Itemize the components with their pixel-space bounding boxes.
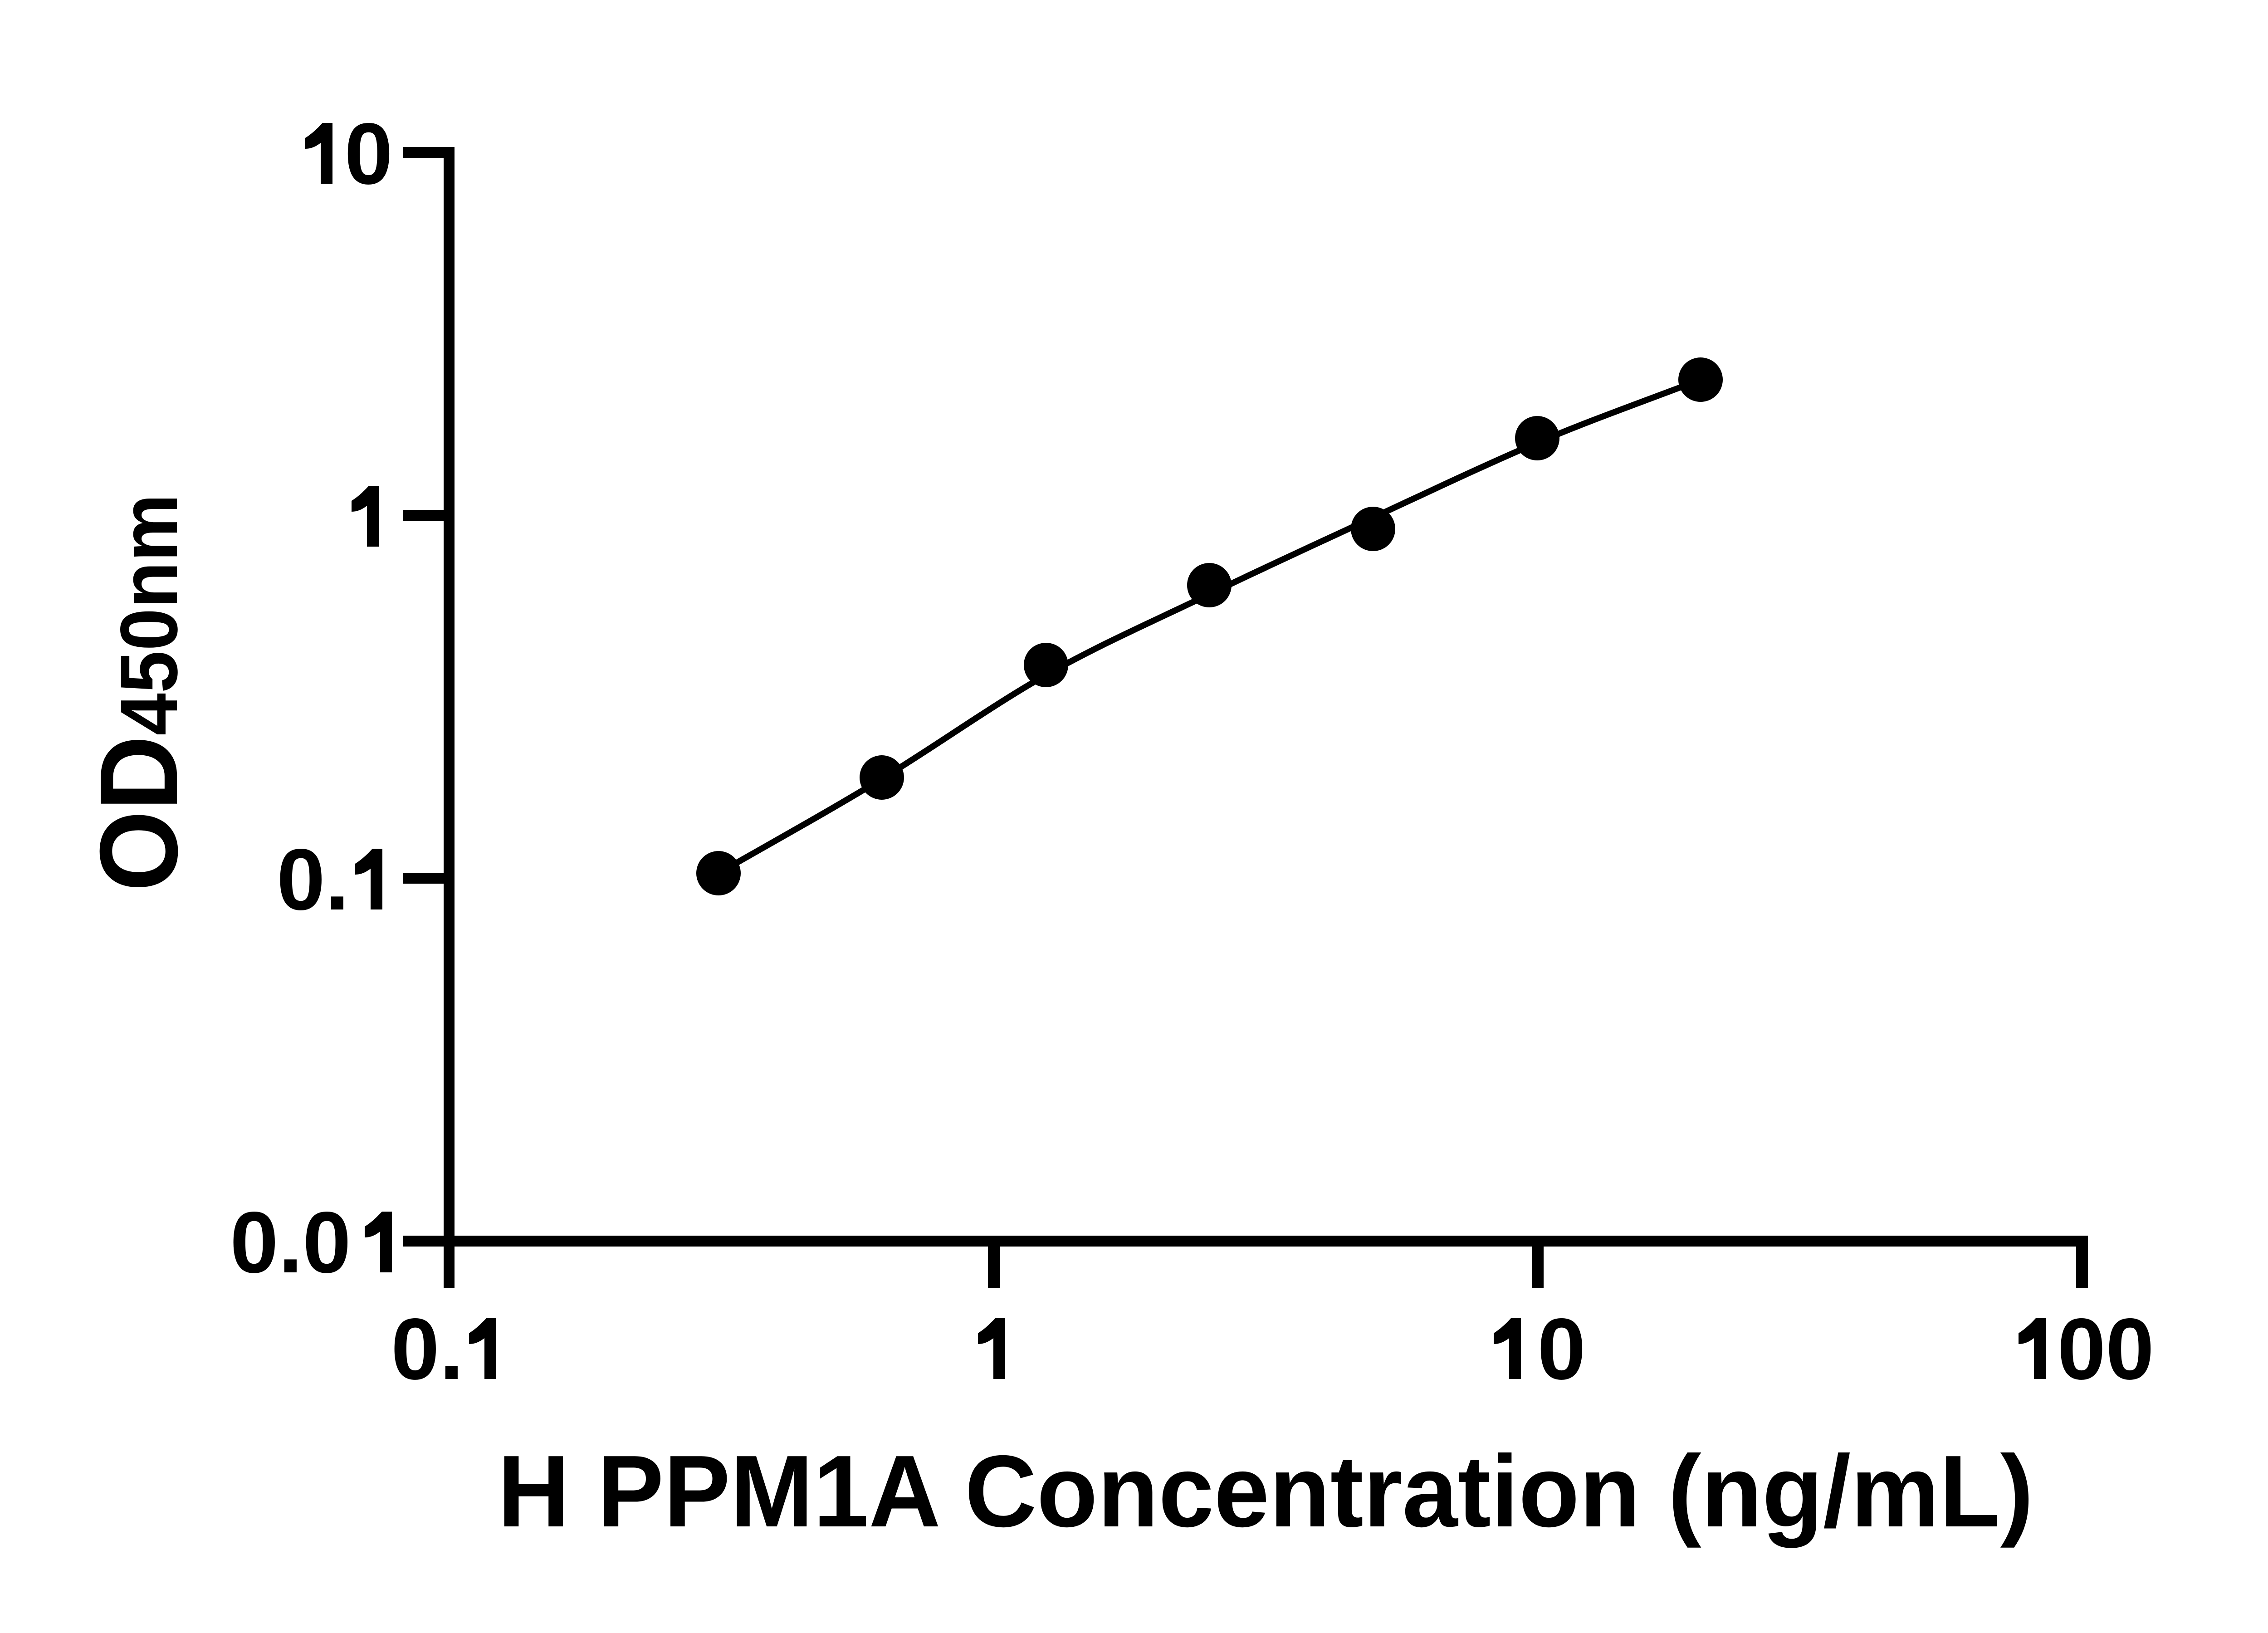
svg-text:0: 0	[1537, 1300, 1586, 1398]
svg-text:00: 00	[2057, 1300, 2154, 1398]
svg-text:0.: 0.	[391, 1300, 464, 1398]
svg-text:0.0: 0.0	[230, 1193, 351, 1291]
svg-text:0: 0	[344, 105, 393, 202]
svg-text:0.: 0.	[277, 831, 349, 928]
svg-text:H PPM1A Concentration (ng/mL): H PPM1A Concentration (ng/mL)	[498, 1434, 2033, 1548]
